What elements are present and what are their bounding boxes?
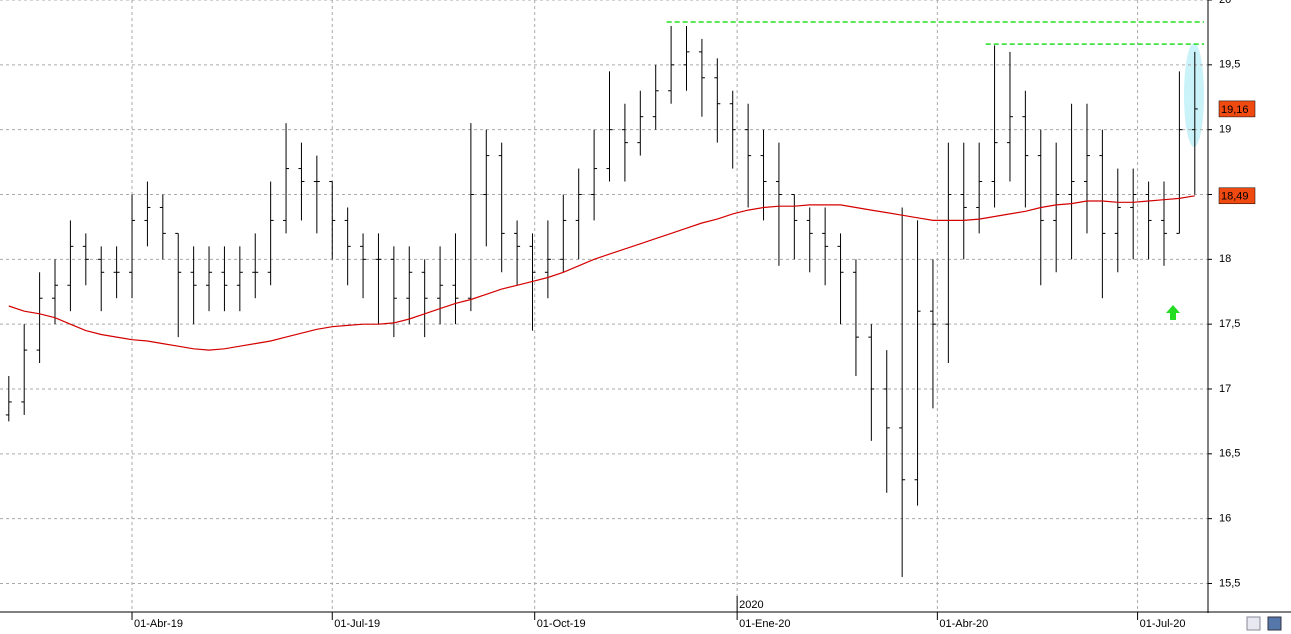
price-label-box xyxy=(1218,187,1256,205)
y-tick-label: 17 xyxy=(1219,383,1231,395)
y-tick-label: 19,5 xyxy=(1219,59,1240,71)
y-tick-label: 19 xyxy=(1219,124,1231,136)
moving-average xyxy=(8,195,1195,351)
tool-icon[interactable] xyxy=(1246,616,1261,631)
x-tick-label: 01-Oct-19 xyxy=(537,618,586,630)
highlight xyxy=(1184,43,1204,147)
price-label: 19,16 xyxy=(1221,104,1249,116)
x-tick-label: 01-Abr-19 xyxy=(134,618,183,630)
x-tick-label: 01-Jul-19 xyxy=(334,618,380,630)
price-label-box xyxy=(1218,100,1256,118)
y-tick-label: 16 xyxy=(1219,513,1231,525)
y-tick-label: 20 xyxy=(1219,0,1231,6)
up-arrow xyxy=(1166,305,1180,320)
y-tick-label: 16,5 xyxy=(1219,448,1240,460)
plot xyxy=(5,21,1204,577)
year-label: 2020 xyxy=(739,599,763,611)
y-tick-label: 15,5 xyxy=(1219,577,1240,589)
price-label: 18,49 xyxy=(1221,191,1249,203)
grid xyxy=(0,0,1208,612)
x-tick-label: 01-Abr-20 xyxy=(939,618,988,630)
save-icon[interactable] xyxy=(1267,616,1282,631)
x-tick-label: 01-Ene-20 xyxy=(739,618,790,630)
x-tick-label: 01-Jul-20 xyxy=(1140,618,1186,630)
y-tick-label: 18 xyxy=(1219,253,1231,265)
y-tick-label: 17,5 xyxy=(1219,318,1240,330)
